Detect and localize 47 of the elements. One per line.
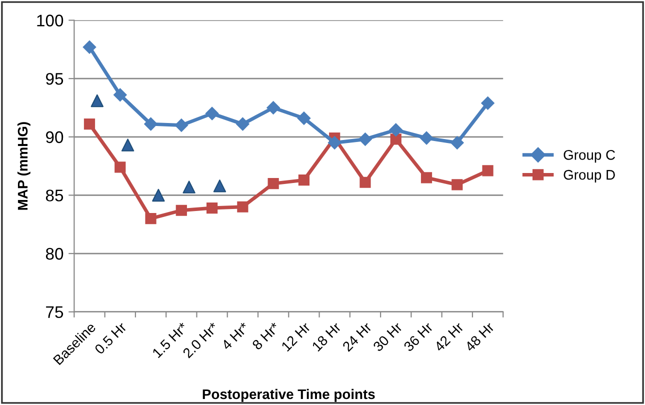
point: [266, 101, 280, 114]
y-tick-label: 100: [37, 14, 64, 26]
x-tick-label: 8 Hr*: [252, 322, 280, 350]
point: [360, 176, 371, 188]
x-tick-label: 12 Hr: [280, 322, 311, 352]
point: [176, 204, 187, 216]
x-tick-label: 42 Hr: [434, 322, 464, 352]
x-tick-label: 0.5 Hr: [94, 322, 128, 355]
x-tick-label: 48 Hr: [464, 322, 495, 352]
y-axis-title: MAP (mmHG): [17, 122, 30, 210]
point: [389, 123, 402, 136]
point: [205, 106, 219, 120]
point: [236, 117, 250, 131]
x-tick-label: 24 Hr: [342, 322, 372, 352]
point: [174, 118, 188, 132]
point: [420, 131, 434, 145]
x-tick-label: 4 Hr*: [220, 322, 250, 350]
point: [297, 112, 311, 125]
point: [298, 174, 310, 186]
point: [450, 136, 464, 150]
point: [481, 96, 494, 110]
point: [84, 118, 96, 130]
point: [114, 88, 127, 102]
point: [145, 212, 156, 224]
point: [206, 202, 218, 214]
point: [268, 178, 279, 190]
point: [390, 134, 402, 145]
y-tick-label: 95: [46, 72, 64, 85]
y-tick-label: 90: [46, 131, 64, 144]
x-tick-label: 18 Hr: [312, 322, 342, 352]
x-tick-label: 30 Hr: [372, 322, 403, 352]
point: [82, 40, 96, 54]
y-tick-label: 75: [46, 306, 64, 318]
legend-label: Group C: [564, 150, 616, 163]
point: [144, 117, 158, 131]
point: [452, 179, 463, 190]
y-tick-label: 85: [46, 190, 64, 202]
point: [237, 201, 248, 212]
legend-label: Group D: [564, 170, 615, 182]
y-tick-label: 80: [46, 248, 64, 260]
point: [482, 165, 494, 176]
point: [358, 132, 372, 146]
x-tick-label: 36 Hr: [403, 322, 434, 352]
point: [420, 172, 432, 184]
point: [328, 136, 342, 150]
point: [114, 162, 126, 173]
x-axis-title: Postoperative Time points: [202, 388, 375, 402]
